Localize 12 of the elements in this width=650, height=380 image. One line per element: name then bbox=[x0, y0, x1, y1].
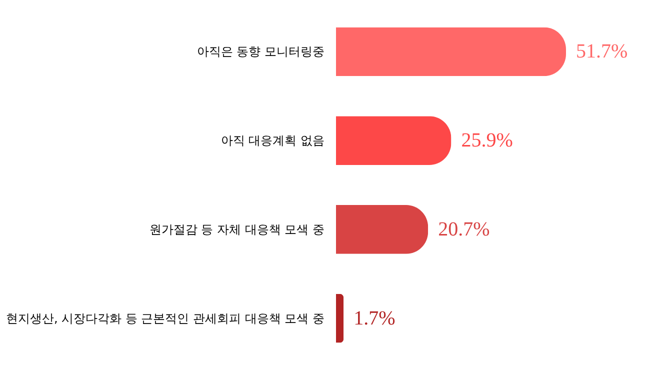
y-tick-label: 아직 대응계획 없음 bbox=[220, 134, 324, 148]
data-label: 51.7% bbox=[576, 40, 628, 63]
data-label: 20.7% bbox=[438, 218, 490, 240]
bar bbox=[336, 116, 452, 165]
bar bbox=[336, 294, 344, 343]
bar bbox=[336, 205, 428, 254]
data-label: 25.9% bbox=[461, 130, 513, 152]
y-tick-label: 원가절감 등 자체 대응책 모색 중 bbox=[149, 222, 324, 236]
data-label: 1.7% bbox=[354, 307, 396, 330]
bar bbox=[336, 27, 566, 76]
y-tick-label: 아직은 동향 모니터링중 bbox=[196, 44, 324, 59]
y-tick-label: 현지생산, 시장다각화 등 근본적인 관세회피 대응책 모색 중 bbox=[6, 311, 324, 326]
